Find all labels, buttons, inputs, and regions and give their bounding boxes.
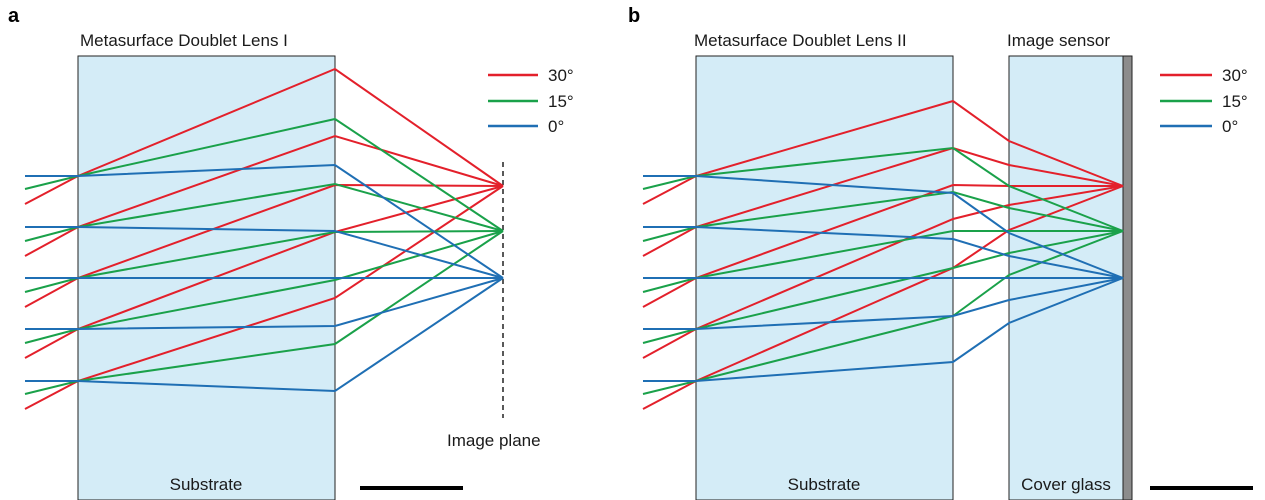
panel-b-legend: 30° 15° 0° <box>1160 66 1248 136</box>
panel-a-ray-15-2 <box>24 182 504 242</box>
panel-a-rays-30 <box>24 67 504 410</box>
panel-b-legend-label-15: 15° <box>1222 92 1248 111</box>
panel-b-legend-label-0: 0° <box>1222 117 1238 136</box>
panel-b-lens-title: Metasurface Doublet Lens II <box>694 31 907 50</box>
panel-b-cover-glass-label: Cover glass <box>1021 475 1111 494</box>
panel-b-image-sensor <box>1122 55 1133 500</box>
panel-a-ray-15-1 <box>24 117 504 232</box>
panel-a-ray-0-1 <box>25 163 504 279</box>
panel-a-ray-30-3 <box>24 183 504 308</box>
panel-b-ray-15-4 <box>642 230 1124 344</box>
panel-b-substrate-label: Substrate <box>788 475 861 494</box>
panel-b-ray-0-2 <box>643 226 1124 279</box>
panel-a-lens-title: Metasurface Doublet Lens I <box>80 31 288 50</box>
panel-b-sensor-title: Image sensor <box>1007 31 1110 50</box>
panel-a-image-plane-label: Image plane <box>447 431 541 450</box>
panel-a-rays-15 <box>24 117 504 395</box>
panel-b-ray-30-4 <box>642 185 1124 359</box>
panel-a-ray-30-4 <box>24 185 504 359</box>
panel-b-ray-30-3 <box>642 183 1123 308</box>
panel-a-ray-0-2 <box>25 226 504 279</box>
panel-a-legend: 30° 15° 0° <box>488 66 574 136</box>
panel-a-rays-0 <box>25 163 504 393</box>
panel-a-ray-0-4 <box>25 277 504 330</box>
panel-b: b Metasurface Doublet Lens II Image sens… <box>628 5 1253 500</box>
panel-b-ray-0-4 <box>643 277 1124 330</box>
panel-b-ray-0-5 <box>643 277 1124 382</box>
panel-b-ray-0-1 <box>643 175 1124 279</box>
panel-a-ray-15-5 <box>24 230 504 395</box>
panel-a-ray-30-5 <box>24 185 504 410</box>
panel-b-ray-15-1 <box>642 146 1124 232</box>
panel-a-ray-15-3 <box>24 230 504 293</box>
panel-a-substrate-label: Substrate <box>170 475 243 494</box>
panel-b-ray-15-3 <box>642 230 1123 293</box>
panel-a-legend-label-15: 15° <box>548 92 574 111</box>
panel-b-rays-0 <box>643 175 1124 382</box>
panel-a-ray-0-5 <box>25 277 504 393</box>
panel-b-ray-30-1 <box>642 99 1124 205</box>
panel-a-letter: a <box>8 5 20 27</box>
panel-a: a Metasurface Doublet Lens I Substrate I… <box>8 5 574 500</box>
panel-b-legend-label-30: 30° <box>1222 66 1248 85</box>
panel-b-letter: b <box>628 5 640 27</box>
panel-a-ray-30-1 <box>24 67 504 205</box>
panel-a-legend-label-30: 30° <box>548 66 574 85</box>
panel-a-ray-30-2 <box>24 134 504 257</box>
panel-a-legend-label-0: 0° <box>548 117 564 136</box>
